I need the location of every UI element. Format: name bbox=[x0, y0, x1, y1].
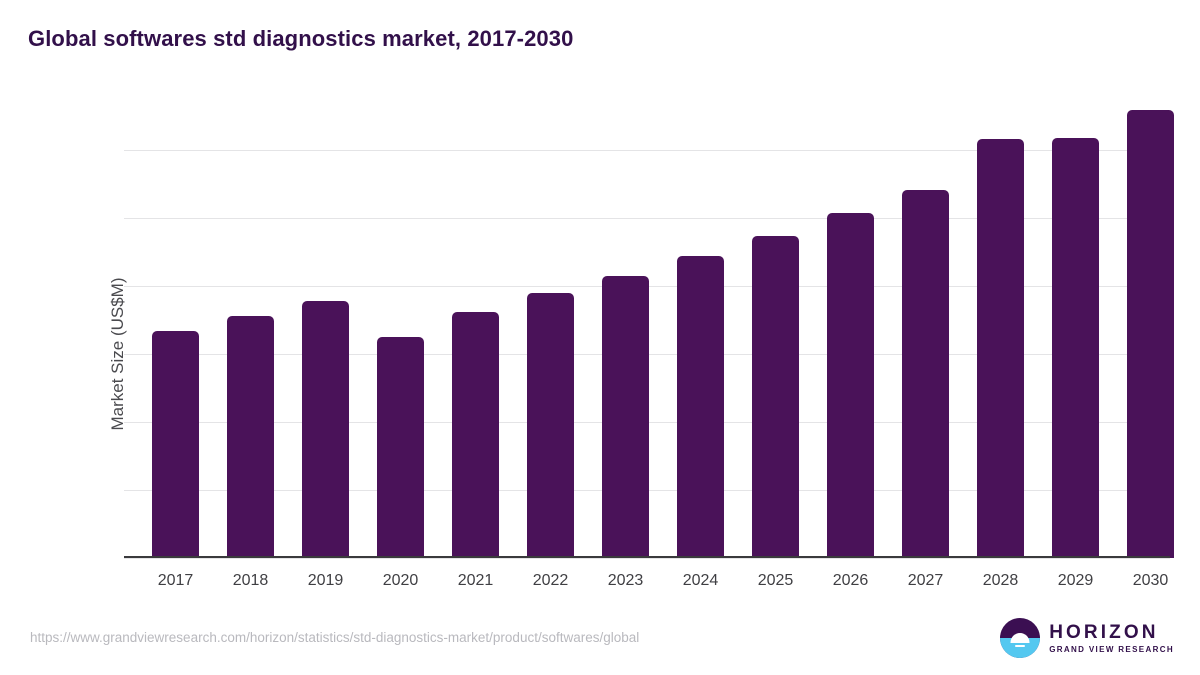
x-axis-tick-label: 2027 bbox=[907, 572, 944, 589]
bar[interactable] bbox=[752, 236, 799, 558]
bar-group bbox=[438, 150, 513, 558]
x-axis-tick-label: 2028 bbox=[982, 572, 1019, 589]
bar[interactable] bbox=[602, 276, 649, 558]
horizon-sunrise-icon bbox=[1000, 618, 1041, 658]
bar[interactable] bbox=[827, 212, 874, 558]
bar[interactable] bbox=[227, 315, 274, 558]
logo-tagline: GRAND VIEW RESEARCH bbox=[1049, 644, 1174, 654]
bar[interactable] bbox=[452, 312, 499, 558]
bar[interactable] bbox=[677, 256, 724, 558]
bar-group bbox=[1113, 109, 1188, 558]
bar-group bbox=[738, 150, 813, 558]
bar[interactable] bbox=[902, 190, 949, 558]
x-axis-tick-label: 2017 bbox=[157, 572, 194, 589]
x-axis-tick-label: 2025 bbox=[757, 572, 794, 589]
bar-group bbox=[363, 150, 438, 558]
bar[interactable] bbox=[377, 337, 424, 558]
x-axis-tick-label: 2018 bbox=[232, 572, 269, 589]
plot-area: Market Size (US$M) 020040060080010001200… bbox=[108, 109, 1174, 589]
bar[interactable] bbox=[152, 330, 199, 558]
x-axis-tick-label: 2026 bbox=[832, 572, 869, 589]
x-axis-tick-label: 2029 bbox=[1057, 572, 1094, 589]
x-axis-tick-label: 2020 bbox=[382, 572, 419, 589]
bar[interactable] bbox=[1052, 138, 1099, 558]
bar-group bbox=[588, 150, 663, 558]
gridline bbox=[124, 150, 1170, 151]
bar-series bbox=[124, 109, 1174, 558]
source-url[interactable]: https://www.grandviewresearch.com/horizo… bbox=[30, 630, 640, 645]
logo-ray-upper bbox=[1012, 640, 1029, 643]
logo-wordmark: HORIZON GRAND VIEW RESEARCH bbox=[1049, 623, 1174, 654]
bar[interactable] bbox=[1127, 109, 1174, 558]
x-axis-line bbox=[124, 556, 1170, 558]
gridline bbox=[124, 558, 1170, 559]
x-axis-tick-label: 2019 bbox=[307, 572, 344, 589]
bar-group bbox=[888, 150, 963, 558]
x-axis-tick-label: 2024 bbox=[682, 572, 719, 589]
x-axis-tick-label: 2030 bbox=[1132, 572, 1169, 589]
bar-group bbox=[288, 150, 363, 558]
logo-ray-lower bbox=[1015, 645, 1026, 648]
x-axis-tick-label: 2021 bbox=[457, 572, 494, 589]
bar-group bbox=[663, 150, 738, 558]
bar[interactable] bbox=[977, 139, 1024, 558]
logo-sun-shape bbox=[1010, 633, 1030, 644]
bar-group bbox=[513, 150, 588, 558]
bar[interactable] bbox=[527, 293, 574, 558]
bar-group bbox=[813, 150, 888, 558]
bar[interactable] bbox=[302, 300, 349, 558]
bar-group bbox=[1038, 138, 1113, 558]
logo-sea-shape bbox=[1000, 638, 1041, 658]
logo-name: HORIZON bbox=[1049, 621, 1159, 643]
bar-group bbox=[213, 150, 288, 558]
horizon-logo: HORIZON GRAND VIEW RESEARCH bbox=[1000, 618, 1174, 658]
gridline bbox=[124, 218, 1170, 219]
x-axis-tick-label: 2023 bbox=[607, 572, 644, 589]
bar-group bbox=[138, 150, 213, 558]
bar-group bbox=[963, 139, 1038, 558]
x-axis-tick-label: 2022 bbox=[532, 572, 569, 589]
page-title: Global softwares std diagnostics market,… bbox=[28, 26, 574, 51]
